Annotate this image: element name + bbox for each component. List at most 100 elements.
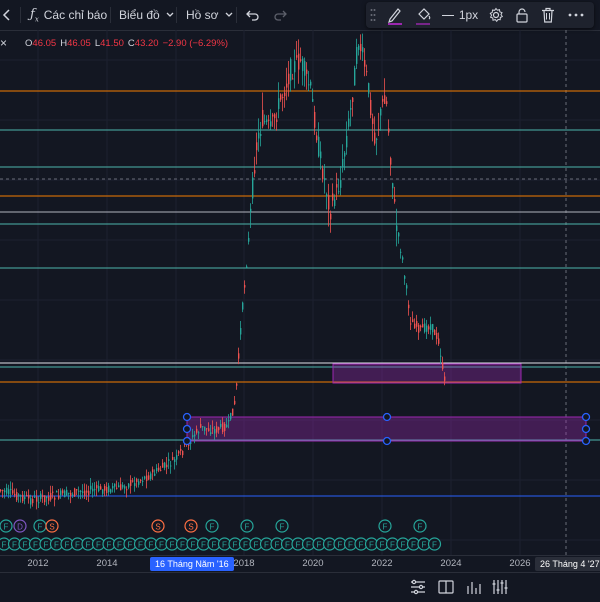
candle-body — [332, 193, 334, 201]
candle-body — [352, 97, 354, 102]
candle-body — [86, 490, 88, 493]
candle-body — [368, 83, 370, 94]
sliders-icon[interactable] — [490, 577, 510, 597]
event-marker-label: F — [280, 523, 285, 532]
event-marker-label: F — [275, 541, 280, 550]
candle-body — [424, 323, 426, 332]
zone-handle — [182, 436, 192, 446]
axis-tick: 2026 — [509, 558, 531, 569]
candle-body — [80, 490, 82, 492]
event-marker-label: F — [107, 541, 112, 550]
event-marker — [45, 519, 59, 533]
candle-body — [58, 495, 60, 499]
undo-icon[interactable] — [246, 0, 260, 30]
chart-canvas[interactable]: F D F S S S F F F F FF F F F F F F F F F F F F F F F F F F F F F F F F F F F F… — [0, 30, 600, 555]
more-icon[interactable] — [564, 2, 588, 28]
candle-body — [318, 136, 320, 157]
candle-body — [0, 489, 2, 491]
candle-body — [20, 495, 22, 497]
indicators-button[interactable]: ƒx Các chỉ báo — [30, 0, 107, 30]
drag-handle-icon[interactable] — [368, 2, 378, 28]
candle-body — [92, 488, 94, 492]
candle-body — [400, 251, 402, 253]
event-marker-label: F — [4, 523, 9, 532]
candle-body — [84, 490, 86, 496]
candle-body — [378, 128, 380, 130]
candle-body — [114, 483, 116, 487]
candle-body — [224, 423, 226, 432]
high-value: 46.05 — [67, 37, 91, 49]
candle-body — [418, 324, 420, 333]
candle-body — [116, 487, 118, 489]
chevron-left-icon[interactable] — [2, 0, 12, 30]
redo-icon[interactable] — [273, 0, 287, 30]
candle-body — [414, 323, 416, 329]
candle-body — [360, 43, 362, 52]
event-marker-label: F — [117, 541, 122, 550]
candle-body — [346, 135, 348, 148]
event-marker-label: F — [327, 541, 332, 550]
candle-body — [382, 98, 384, 102]
settings-icon[interactable] — [484, 2, 508, 28]
candle-body — [316, 135, 318, 141]
candle-body — [36, 496, 38, 502]
candle-body — [88, 490, 90, 496]
event-marker-label: F — [243, 541, 248, 550]
charts-button[interactable]: Biểu đồ — [119, 0, 175, 30]
candle-body — [380, 108, 382, 116]
line-width-button[interactable]: 1px — [440, 2, 480, 28]
candle-body — [136, 478, 138, 482]
candle-body — [324, 178, 326, 181]
candle-body — [102, 489, 104, 494]
candle-body — [278, 98, 280, 109]
candle-body — [14, 493, 16, 496]
pencil-color-icon[interactable] — [382, 2, 408, 28]
lock-icon[interactable] — [510, 2, 534, 28]
event-marker-label: F — [212, 541, 217, 550]
candle-body — [60, 490, 62, 495]
candle-body — [234, 400, 236, 405]
candle-body — [274, 114, 276, 119]
candle-body — [54, 497, 56, 500]
trash-icon[interactable] — [536, 2, 560, 28]
low-value: 41.50 — [100, 37, 124, 49]
fill-color-icon[interactable] — [410, 2, 436, 28]
event-marker-label: F — [23, 541, 28, 550]
candle-body — [110, 489, 112, 493]
line-width-icon — [441, 14, 454, 16]
candle-body — [338, 191, 340, 193]
candle-body — [208, 428, 210, 432]
chevron-down-icon — [166, 12, 174, 17]
candle-body — [398, 232, 400, 237]
candle-body — [432, 324, 434, 333]
candle-body — [228, 420, 230, 422]
compare-icon[interactable] — [436, 577, 456, 597]
candle-body — [330, 213, 332, 220]
candle-body — [128, 483, 130, 488]
candle-body — [266, 119, 268, 122]
event-marker-label: F — [285, 541, 290, 550]
profile-button[interactable]: Hồ sơ — [186, 0, 234, 30]
candle-body — [312, 98, 314, 102]
bar-chart-icon[interactable] — [464, 577, 484, 597]
zone-handle — [581, 436, 591, 446]
candle-body — [200, 424, 202, 428]
candle-body — [52, 491, 54, 493]
event-marker-label: F — [383, 523, 388, 532]
candle-body — [386, 101, 388, 104]
candle-body — [404, 276, 406, 279]
candle-body — [146, 475, 148, 481]
candle-body — [156, 467, 158, 472]
chart-layout-icon[interactable] — [408, 577, 428, 597]
candle-body — [162, 462, 164, 468]
close-legend-icon[interactable]: × — [0, 36, 8, 50]
axis-tick: 2012 — [27, 558, 49, 569]
high-label: H — [60, 37, 68, 49]
candle-body — [326, 194, 328, 197]
candle-body — [28, 494, 30, 499]
candle-body — [420, 325, 422, 328]
candle-body — [76, 489, 78, 491]
candle-body — [6, 487, 8, 494]
time-axis[interactable]: 2012 2014 16 Tháng Năm '16 2018 2020 202… — [0, 555, 600, 572]
